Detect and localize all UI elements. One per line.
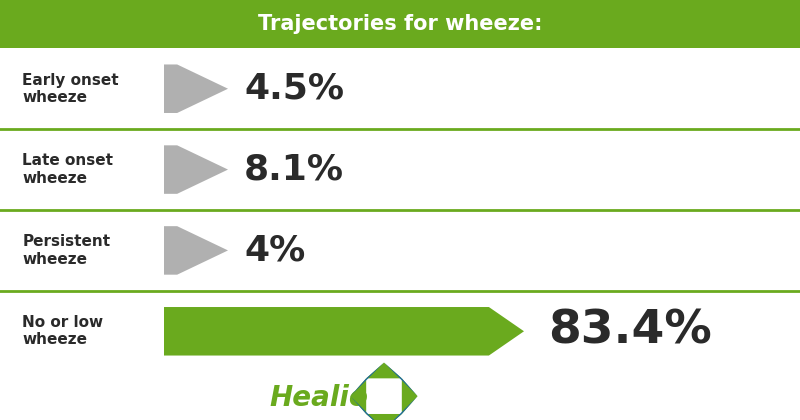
Text: No or low
wheeze: No or low wheeze (22, 315, 103, 347)
Text: 4%: 4% (244, 234, 306, 268)
Polygon shape (164, 226, 228, 275)
Polygon shape (164, 307, 524, 355)
Text: 83.4%: 83.4% (548, 309, 712, 354)
Polygon shape (350, 396, 384, 420)
Text: Trajectories for wheeze:: Trajectories for wheeze: (258, 14, 542, 34)
Polygon shape (164, 145, 228, 194)
Text: 8.1%: 8.1% (244, 152, 344, 186)
Polygon shape (366, 414, 402, 420)
Polygon shape (350, 378, 366, 414)
Polygon shape (402, 378, 418, 414)
Text: Late onset
wheeze: Late onset wheeze (22, 153, 114, 186)
Polygon shape (384, 396, 418, 420)
Text: Healio: Healio (269, 384, 368, 412)
Text: 4.5%: 4.5% (244, 72, 344, 106)
Text: Early onset
wheeze: Early onset wheeze (22, 73, 119, 105)
Polygon shape (366, 362, 402, 378)
Bar (0, 0, 800, 48)
Polygon shape (164, 64, 228, 113)
Polygon shape (350, 362, 384, 396)
Text: Persistent
wheeze: Persistent wheeze (22, 234, 110, 267)
Polygon shape (384, 362, 418, 396)
